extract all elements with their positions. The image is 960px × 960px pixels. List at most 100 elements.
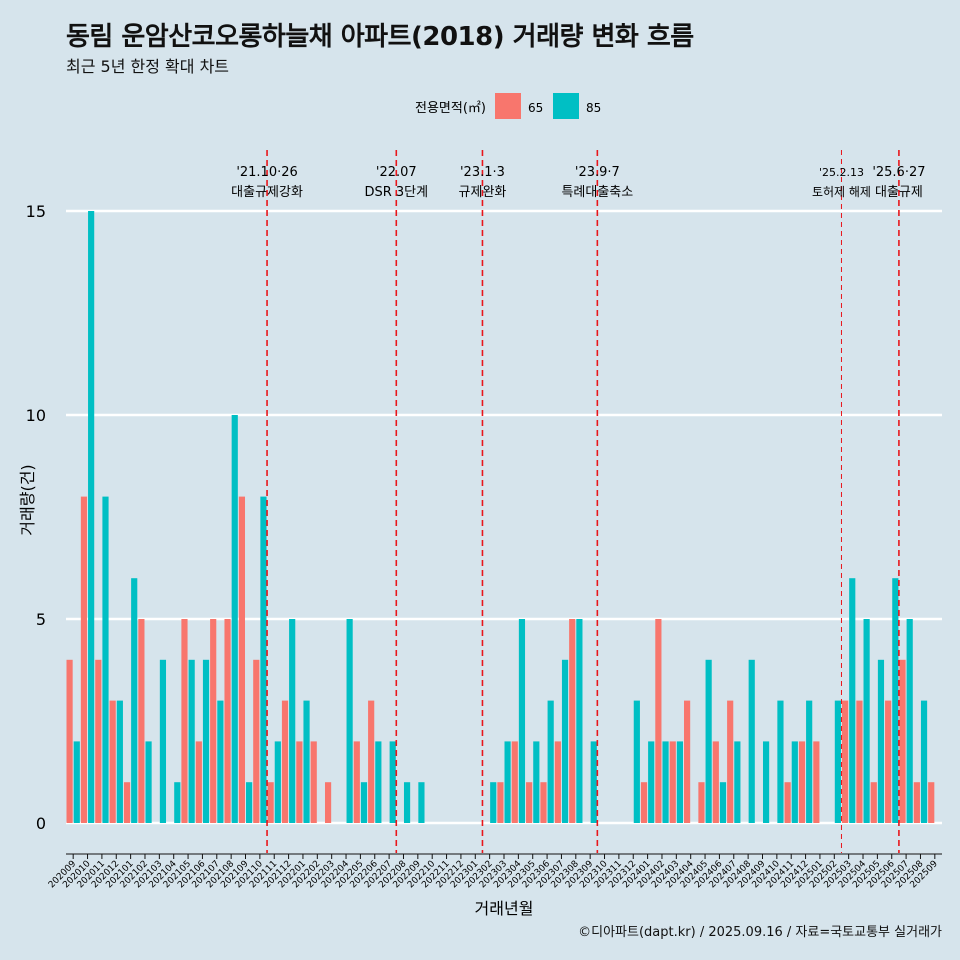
bar-65-202009 bbox=[66, 659, 73, 823]
bar-65-202406 bbox=[712, 741, 719, 823]
bar-65-202403 bbox=[669, 741, 676, 823]
y-tick-label: 15 bbox=[26, 202, 46, 221]
bar-65-202105 bbox=[181, 619, 188, 823]
bar-65-202102 bbox=[138, 619, 145, 823]
bar-65-202106 bbox=[195, 741, 202, 823]
y-axis-label: 거래량(건) bbox=[18, 464, 37, 535]
source-caption: ©디아파트(dapt.kr) / 2025.09.16 / 자료=국토교통부 실… bbox=[578, 925, 942, 940]
bar-85-202012 bbox=[116, 700, 123, 823]
bar-65-202111 bbox=[267, 782, 274, 823]
bar-85-202204 bbox=[346, 619, 353, 823]
event-date: '22.07 bbox=[376, 165, 417, 180]
bar-85-202303 bbox=[504, 741, 511, 823]
bar-65-202108 bbox=[224, 619, 231, 823]
event-date: '23.1·3 bbox=[460, 165, 505, 180]
bar-65-202506 bbox=[885, 700, 892, 823]
bar-65-202201 bbox=[296, 741, 303, 823]
bar-65-202011 bbox=[95, 659, 102, 823]
event-date: '23.9·7 bbox=[575, 165, 620, 180]
bar-85-202112 bbox=[289, 619, 296, 823]
bar-65-202109 bbox=[238, 496, 246, 823]
bar-65-202401 bbox=[640, 782, 648, 823]
bar-65-202503 bbox=[841, 700, 849, 823]
bar-65-202110 bbox=[253, 659, 260, 823]
bar-85-202506 bbox=[892, 578, 899, 823]
bar-85-202505 bbox=[877, 659, 885, 823]
bar-65-202112 bbox=[281, 700, 289, 823]
bar-85-202507 bbox=[906, 619, 913, 823]
bar-65-202412 bbox=[798, 741, 806, 823]
chart-subtitle: 최근 5년 한정 확대 차트 bbox=[66, 57, 230, 76]
event-label: 토허제 해제 bbox=[812, 185, 871, 199]
bar-65-202107 bbox=[210, 619, 217, 823]
event-label: 규제완화 bbox=[459, 185, 507, 200]
bar-65-202307 bbox=[554, 741, 561, 823]
bar-85-202206 bbox=[375, 741, 382, 823]
bar-85-202110 bbox=[260, 496, 267, 823]
bar-85-202208 bbox=[403, 782, 411, 823]
bar-65-202405 bbox=[698, 782, 705, 823]
bar-85-202508 bbox=[920, 700, 928, 823]
bar-65-202306 bbox=[540, 782, 547, 823]
bar-65-202407 bbox=[727, 700, 734, 823]
legend: 전용면적(㎡) 65 85 bbox=[415, 93, 601, 119]
y-axis: 0 5 10 15 bbox=[26, 202, 46, 833]
bar-65-202404 bbox=[684, 700, 691, 823]
bar-85-202411 bbox=[791, 741, 798, 823]
bar-85-202104 bbox=[174, 782, 181, 823]
bar-65-202501 bbox=[813, 741, 820, 823]
legend-swatch-65 bbox=[495, 93, 521, 119]
bar-85-202502 bbox=[834, 700, 841, 823]
bar-85-202109 bbox=[246, 782, 253, 823]
bar-85-202306 bbox=[547, 700, 554, 823]
bar-65-202411 bbox=[784, 782, 791, 823]
bar-65-202305 bbox=[526, 782, 533, 823]
bar-65-202012 bbox=[109, 700, 116, 823]
x-axis-label: 거래년월 bbox=[475, 899, 534, 918]
bar-65-202010 bbox=[80, 496, 88, 823]
bar-85-202205 bbox=[360, 782, 368, 823]
bar-85-202009 bbox=[73, 741, 80, 823]
bar-65-202202 bbox=[310, 741, 317, 823]
bar-85-202309 bbox=[590, 741, 597, 823]
bar-85-202405 bbox=[705, 659, 712, 823]
event-lines: '21.10·26 대출규제강화 '22.07 DSR 3단계 '23.1·3 규제완화 '… bbox=[231, 150, 926, 853]
event-date: '21.10·26 bbox=[236, 165, 297, 180]
bar-65-202507 bbox=[899, 659, 906, 823]
bar-65-202508 bbox=[913, 782, 920, 823]
bar-85-202407 bbox=[734, 741, 741, 823]
bar-85-202312 bbox=[633, 700, 640, 823]
bar-85-202304 bbox=[518, 619, 526, 823]
bar-85-202410 bbox=[777, 700, 784, 823]
bar-65-202203 bbox=[324, 782, 332, 823]
bar-65-202304 bbox=[511, 741, 518, 823]
event-date: '25.2.13 bbox=[819, 166, 864, 179]
bar-85-202207 bbox=[389, 741, 396, 823]
bar-85-202406 bbox=[719, 782, 727, 823]
bar-65-202308 bbox=[569, 619, 576, 823]
bar-65-202505 bbox=[870, 782, 877, 823]
bar-85-202305 bbox=[533, 741, 540, 823]
y-tick-label: 5 bbox=[36, 610, 46, 629]
bar-85-202409 bbox=[762, 741, 770, 823]
bar-85-202101 bbox=[131, 578, 138, 823]
bar-85-202106 bbox=[202, 659, 210, 823]
bar-85-202401 bbox=[648, 741, 655, 823]
bars bbox=[66, 211, 935, 823]
bar-65-202205 bbox=[353, 741, 360, 823]
event-date: '25.6·27 bbox=[872, 165, 925, 180]
bar-85-202503 bbox=[849, 578, 856, 823]
bar-85-202103 bbox=[159, 659, 167, 823]
bar-85-202504 bbox=[863, 619, 870, 823]
event-label: DSR 3단계 bbox=[364, 185, 428, 200]
bar-65-202303 bbox=[497, 782, 504, 823]
bar-85-202308 bbox=[576, 619, 583, 823]
bar-85-202105 bbox=[188, 659, 195, 823]
y-tick-label: 10 bbox=[26, 406, 46, 425]
legend-label-85: 85 bbox=[586, 101, 601, 115]
bar-85-202302 bbox=[490, 782, 497, 823]
y-tick-label: 0 bbox=[36, 814, 46, 833]
x-axis: 2020092020102020112020122021012021022021… bbox=[47, 853, 942, 890]
bar-85-202402 bbox=[662, 741, 669, 823]
